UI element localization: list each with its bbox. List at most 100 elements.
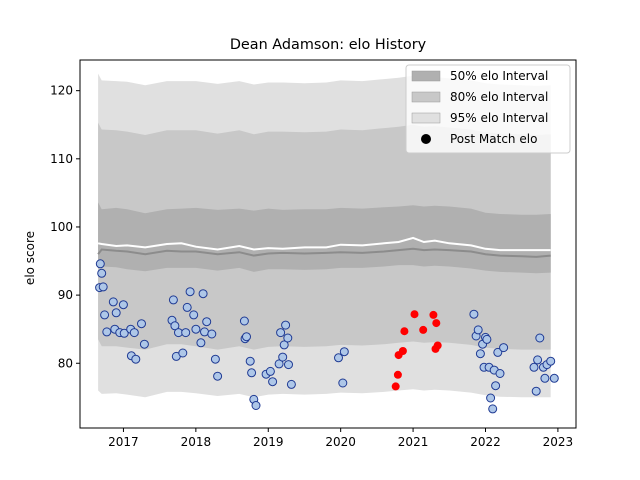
legend-swatch (411, 112, 441, 124)
legend-marker (421, 134, 431, 144)
legend-label: 50% elo Interval (450, 69, 548, 83)
post-match-elo-point (181, 328, 191, 338)
x-tick-label: 2021 (398, 435, 429, 449)
y-tick-label: 120 (50, 84, 73, 98)
y-axis-label: elo score (23, 231, 37, 285)
y-tick-label: 100 (50, 220, 73, 234)
post-match-elo-point (540, 373, 550, 383)
post-match-elo-point (499, 343, 509, 353)
legend-label: 80% elo Interval (450, 90, 548, 104)
post-match-elo-point (482, 334, 492, 344)
post-match-elo-point (168, 295, 178, 305)
post-match-elo-point (131, 354, 141, 364)
highlight-elo-point (429, 310, 438, 319)
highlight-elo-point (433, 341, 442, 350)
legend-swatch (411, 91, 441, 103)
post-match-elo-point (491, 381, 501, 391)
plot-area (95, 73, 559, 414)
post-match-elo-point (189, 310, 199, 320)
post-match-elo-point (102, 327, 112, 337)
post-match-elo-point (182, 302, 192, 312)
post-match-elo-point (245, 356, 255, 366)
highlight-elo-point (391, 382, 400, 391)
post-match-elo-point (95, 259, 105, 269)
plot-frame (79, 59, 577, 429)
post-match-elo-point (473, 325, 483, 335)
post-match-elo-point (338, 378, 348, 388)
legend-box (405, 64, 571, 154)
x-tick-label: 2020 (325, 435, 356, 449)
median-elo-line (97, 247, 551, 258)
post-match-elo-point (198, 289, 208, 299)
x-tick-label: 2017 (108, 435, 139, 449)
post-match-elo-point (529, 362, 539, 372)
post-match-elo-point (239, 316, 249, 326)
axes: 2017 2018 2019 2020 2021 2022 2023 80 90 100 110 12… (50, 59, 577, 449)
post-match-elo-point (339, 347, 349, 357)
post-match-elo-point (108, 297, 118, 307)
y-tick-label: 110 (50, 152, 73, 166)
post-match-elo-point (279, 340, 289, 350)
post-match-elo-point (200, 327, 209, 337)
post-match-elo-point (119, 328, 129, 338)
highlight-elo-point (432, 319, 441, 328)
post-match-elo-point (488, 404, 498, 414)
x-tick-label: 2023 (543, 435, 574, 449)
post-match-elo-point (247, 368, 257, 378)
x-tick-label: 2019 (253, 435, 284, 449)
legend: 50% elo Interval 80% elo Interval 95% elo … (405, 64, 571, 154)
upper-elo-line (97, 236, 551, 252)
legend-label: 95% elo Interval (450, 111, 548, 125)
post-match-elo-point (97, 268, 107, 278)
post-match-elo-point (129, 328, 139, 338)
post-match-elo-point (546, 356, 556, 366)
post-match-elo-point (286, 379, 296, 389)
post-match-elo-point (137, 319, 146, 329)
post-match-elo-point (334, 353, 343, 363)
post-match-elo-point (493, 347, 503, 357)
post-match-elo-point (531, 386, 541, 396)
highlight-elo-point (410, 310, 419, 319)
chart-title: Dean Adamson: elo History (230, 37, 427, 53)
post-match-elo-point (196, 338, 206, 348)
post-match-elo-point (191, 324, 201, 334)
post-match-elo-point (535, 333, 545, 343)
x-tick-label: 2018 (181, 435, 212, 449)
post-match-elo-point (170, 321, 180, 331)
x-tick-label: 2022 (470, 435, 501, 449)
post-match-elo-point (283, 333, 293, 343)
post-match-elo-point (276, 328, 286, 338)
post-match-elo-point (469, 309, 479, 319)
post-match-elo-point (100, 310, 110, 320)
post-match-elo-point (268, 377, 278, 387)
post-match-elo-point (210, 354, 220, 364)
post-match-elo-point (278, 352, 288, 362)
post-match-elo-point (533, 355, 543, 365)
post-match-elo-point (242, 332, 251, 342)
post-match-elo-point (475, 349, 485, 359)
y-tick-label: 80 (58, 356, 73, 370)
post-match-elo-point (185, 287, 195, 297)
post-match-elo-point (251, 401, 261, 410)
highlight-elo-point (398, 347, 407, 355)
highlight-elo-point (400, 327, 409, 336)
post-match-elo-point (284, 360, 293, 370)
legend-label: Post Match elo (450, 132, 537, 146)
post-match-elo-point (265, 366, 275, 376)
post-match-elo-point (202, 317, 212, 327)
post-match-elo-point (281, 320, 291, 330)
y-tick-label: 90 (58, 288, 73, 302)
post-match-elo-point (178, 348, 188, 358)
band-50 (98, 202, 551, 274)
highlight-elo-point (419, 325, 428, 334)
post-match-elo-point (213, 371, 223, 381)
post-match-elo-point (274, 359, 284, 369)
post-match-elo-point (111, 308, 121, 318)
post-match-elo-point (495, 369, 505, 378)
post-match-elo-point (549, 373, 559, 383)
highlight-elo-point (393, 370, 402, 379)
post-match-elo-point (98, 282, 108, 292)
post-match-elo-point (486, 393, 496, 403)
legend-swatch (411, 70, 441, 82)
